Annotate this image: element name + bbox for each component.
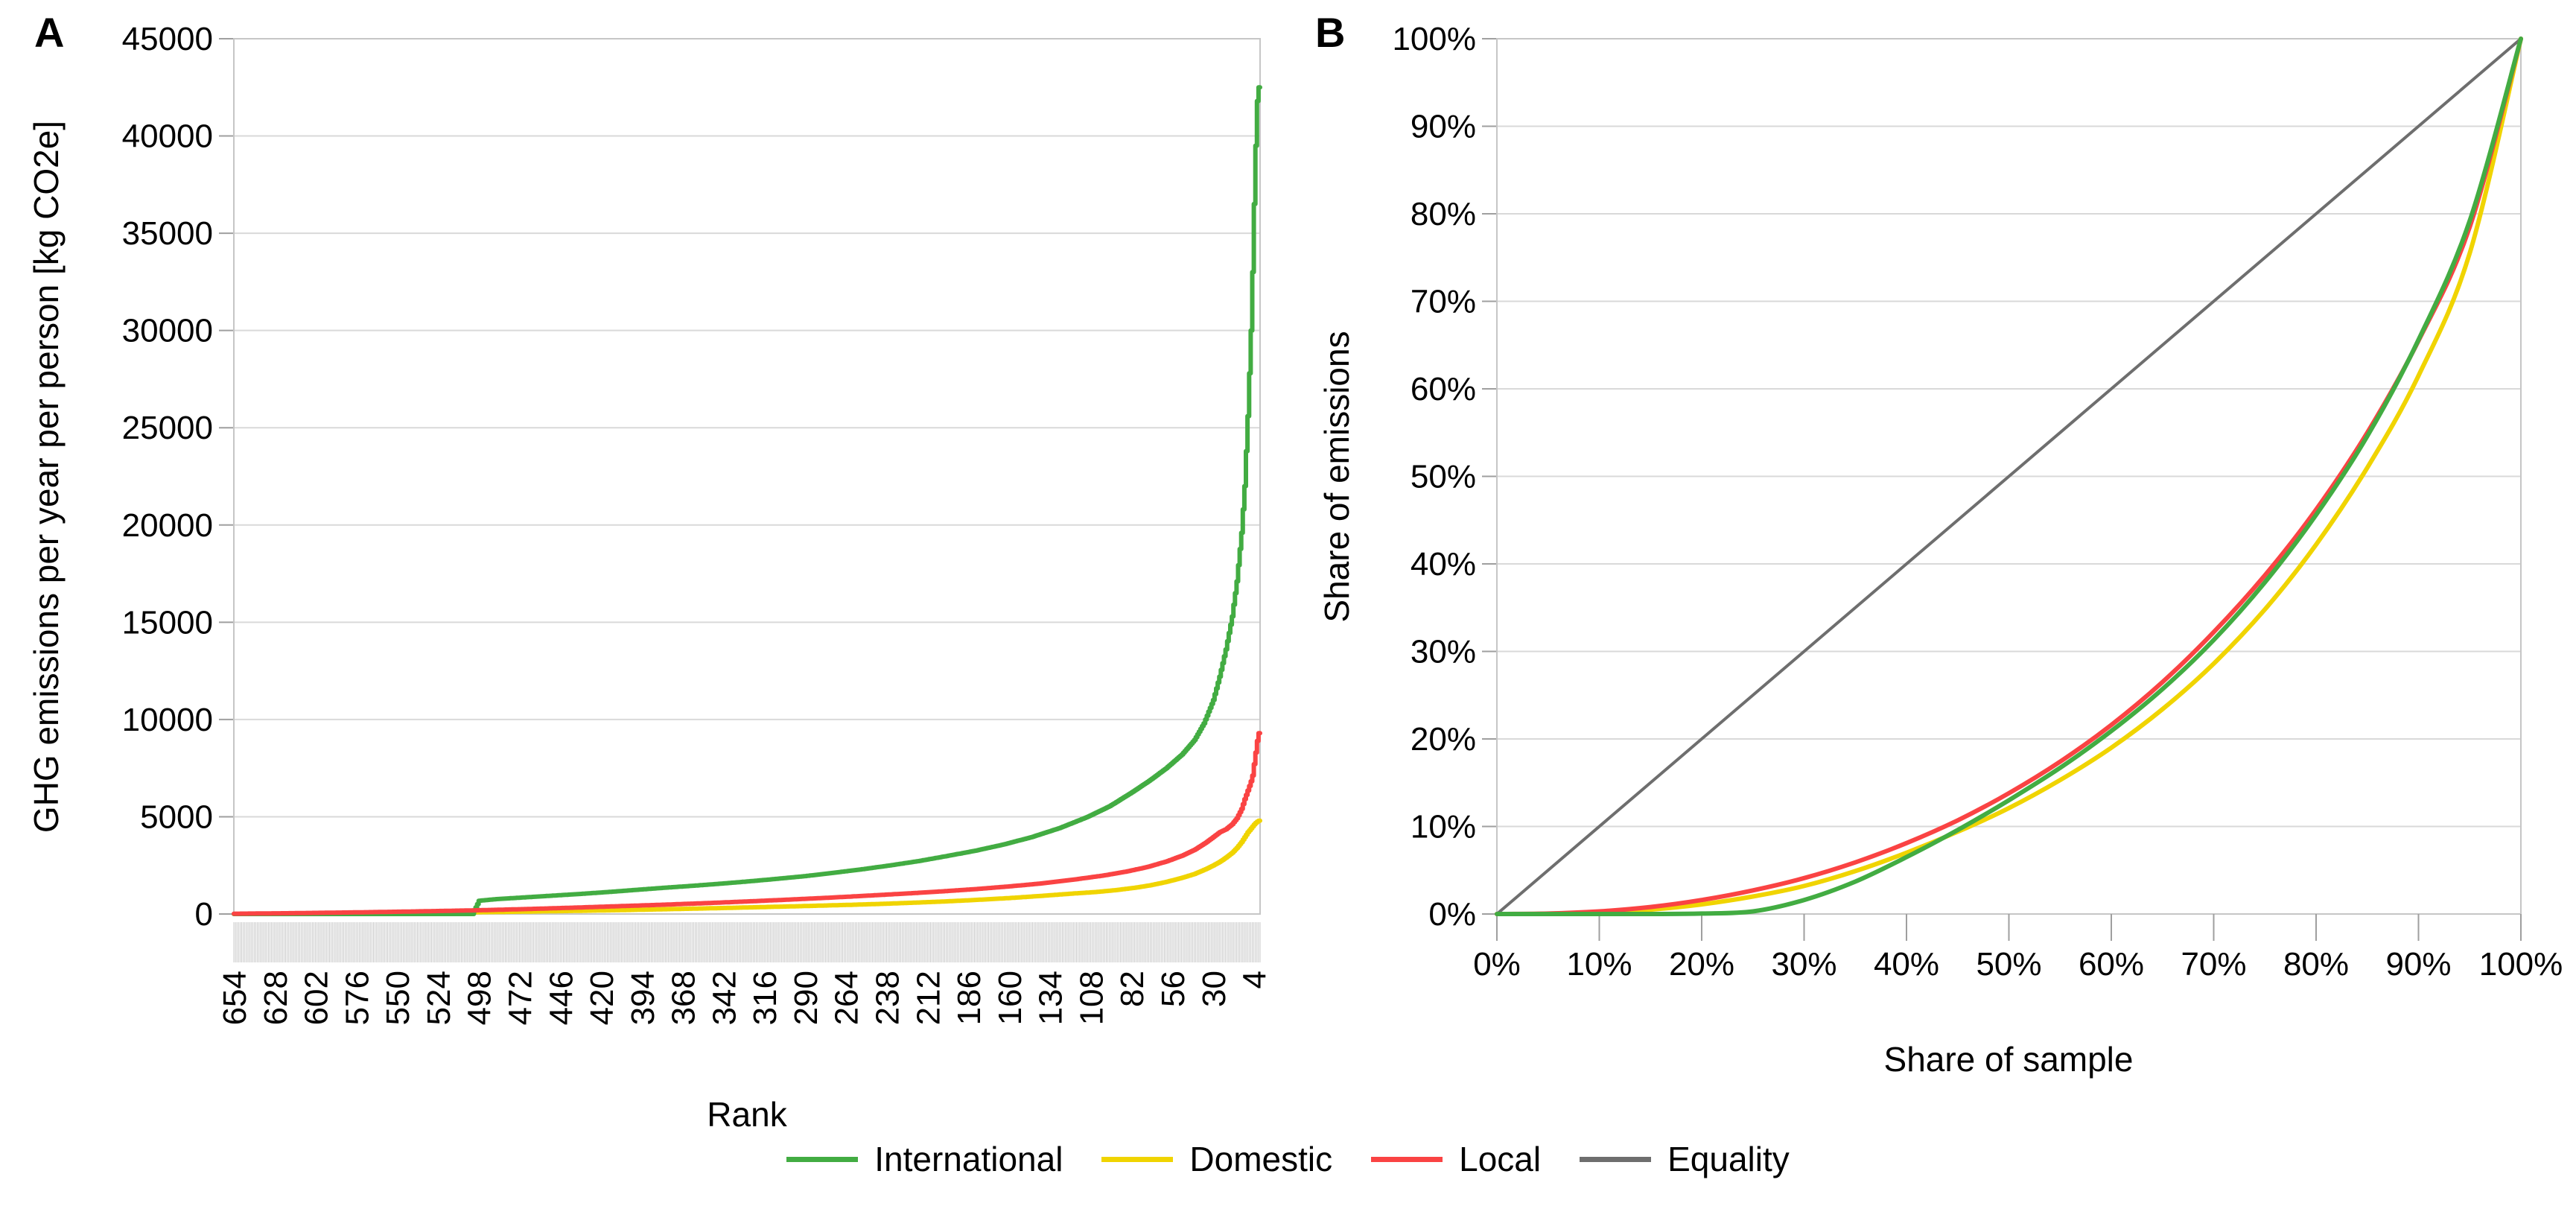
svg-text:316: 316 (747, 971, 783, 1025)
legend-label: Domestic (1189, 1140, 1333, 1178)
svg-text:264: 264 (829, 971, 865, 1025)
local-line-swatch (1371, 1156, 1443, 1162)
svg-text:20%: 20% (1669, 946, 1734, 983)
svg-text:50%: 50% (1411, 459, 1476, 495)
svg-text:628: 628 (258, 971, 294, 1025)
svg-text:70%: 70% (1411, 284, 1476, 320)
legend-item-local: Local (1371, 1142, 1541, 1176)
svg-text:290: 290 (788, 971, 824, 1025)
svg-text:40%: 40% (1874, 946, 1939, 983)
svg-text:498: 498 (462, 971, 498, 1025)
svg-text:238: 238 (870, 971, 906, 1025)
svg-text:10%: 10% (1411, 809, 1476, 845)
svg-text:10%: 10% (1566, 946, 1632, 983)
svg-text:0%: 0% (1473, 946, 1521, 983)
svg-text:0: 0 (195, 896, 213, 933)
svg-text:108: 108 (1073, 971, 1110, 1025)
svg-text:82: 82 (1114, 971, 1151, 1007)
svg-text:40%: 40% (1411, 546, 1476, 583)
panel-b-y-axis-title: Share of emissions (1317, 331, 1356, 623)
svg-text:50%: 50% (1976, 946, 2041, 983)
svg-text:4: 4 (1237, 971, 1273, 988)
svg-text:30%: 30% (1411, 634, 1476, 670)
legend-label: International (874, 1140, 1063, 1178)
svg-text:134: 134 (1033, 971, 1069, 1025)
svg-text:576: 576 (339, 971, 375, 1025)
chart-legend: International Domestic Local Equality (0, 1135, 2576, 1183)
svg-text:80%: 80% (1411, 196, 1476, 232)
svg-text:90%: 90% (2385, 946, 2451, 983)
svg-text:20000: 20000 (122, 507, 213, 544)
panel-b-x-axis-title: Share of sample (1883, 1040, 2134, 1079)
svg-text:60%: 60% (1411, 371, 1476, 407)
svg-text:90%: 90% (1411, 109, 1476, 145)
svg-text:60%: 60% (2079, 946, 2144, 983)
panel-a-x-axis-title: Rank (707, 1095, 787, 1134)
svg-text:56: 56 (1155, 971, 1192, 1007)
panel-b-label: B (1315, 9, 1346, 56)
svg-text:25000: 25000 (122, 410, 213, 446)
svg-text:368: 368 (666, 971, 702, 1025)
svg-text:0%: 0% (1428, 896, 1476, 933)
svg-text:80%: 80% (2283, 946, 2349, 983)
svg-text:550: 550 (380, 971, 416, 1025)
svg-text:342: 342 (706, 971, 742, 1025)
svg-text:100%: 100% (2479, 946, 2563, 983)
svg-text:524: 524 (421, 971, 457, 1025)
svg-text:45000: 45000 (122, 21, 213, 57)
svg-text:212: 212 (910, 971, 947, 1025)
svg-text:40000: 40000 (122, 118, 213, 155)
legend-label: Equality (1667, 1140, 1790, 1178)
svg-text:35000: 35000 (122, 215, 213, 252)
svg-text:15000: 15000 (122, 604, 213, 641)
svg-text:160: 160 (992, 971, 1028, 1025)
svg-text:5000: 5000 (140, 799, 213, 835)
svg-text:654: 654 (217, 971, 253, 1025)
domestic-line-swatch (1101, 1156, 1174, 1162)
svg-text:446: 446 (543, 971, 579, 1025)
equality-line-swatch (1580, 1156, 1652, 1162)
svg-text:420: 420 (584, 971, 620, 1025)
panel-a-label: A (34, 9, 65, 56)
svg-text:30000: 30000 (122, 313, 213, 349)
svg-text:30%: 30% (1771, 946, 1836, 983)
svg-text:100%: 100% (1392, 21, 1476, 57)
international-line-swatch (786, 1156, 859, 1162)
panel-a-y-axis-title: GHG emissions per year per person [kg CO… (27, 120, 66, 834)
svg-text:472: 472 (502, 971, 538, 1025)
legend-item-domestic: Domestic (1101, 1142, 1332, 1176)
svg-text:394: 394 (625, 971, 661, 1025)
svg-text:30: 30 (1196, 971, 1233, 1007)
svg-text:70%: 70% (2181, 946, 2246, 983)
legend-item-international: International (786, 1142, 1063, 1176)
svg-text:602: 602 (299, 971, 335, 1025)
svg-text:186: 186 (951, 971, 988, 1025)
legend-item-equality: Equality (1580, 1142, 1790, 1176)
svg-text:20%: 20% (1411, 721, 1476, 758)
svg-text:10000: 10000 (122, 702, 213, 738)
legend-label: Local (1459, 1140, 1542, 1178)
